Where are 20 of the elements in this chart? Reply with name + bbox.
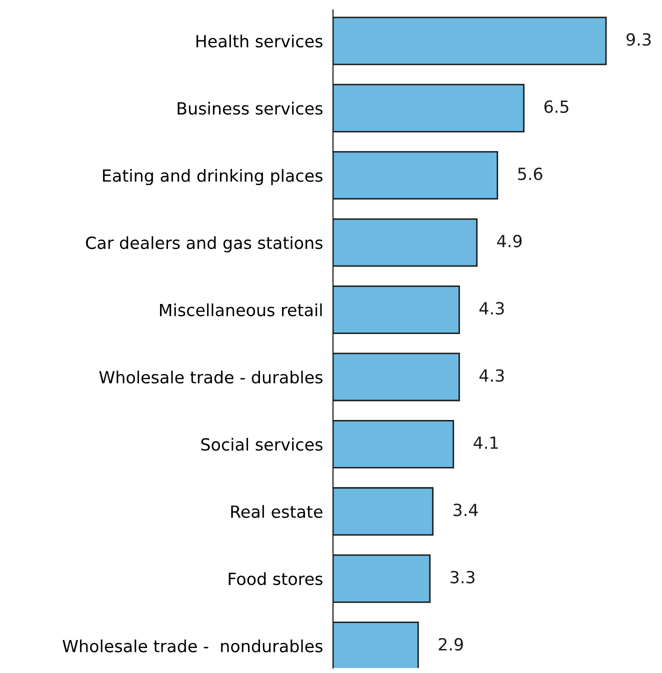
data-label: 3.3 <box>450 570 474 584</box>
y-tick-label: Miscellaneous retail <box>160 303 322 316</box>
y-tick-label: Wholesale trade - durables <box>99 370 322 384</box>
y-tick-label: Business services <box>178 102 322 115</box>
data-label: 4.3 <box>480 369 504 382</box>
data-label: 4.3 <box>480 302 504 315</box>
y-tick-label: Car dealers and gas stations <box>86 236 322 252</box>
y-tick-label: Real estate <box>231 505 322 518</box>
data-label: 4.1 <box>474 436 498 449</box>
y-tick-label: Eating and drinking places <box>103 169 322 186</box>
data-label: 9.3 <box>626 33 651 46</box>
data-label: 3.4 <box>454 504 478 516</box>
y-tick-label: Social services <box>201 438 322 451</box>
data-label: 6.5 <box>544 100 568 113</box>
data-label: 4.9 <box>497 234 522 248</box>
y-tick-label: Food stores <box>228 572 322 586</box>
data-label: 5.6 <box>518 168 542 180</box>
y-tick-label: Wholesale trade - nondurables <box>62 639 322 652</box>
data-label: 2.9 <box>438 638 463 651</box>
y-tick-label: Health services <box>196 34 322 48</box>
